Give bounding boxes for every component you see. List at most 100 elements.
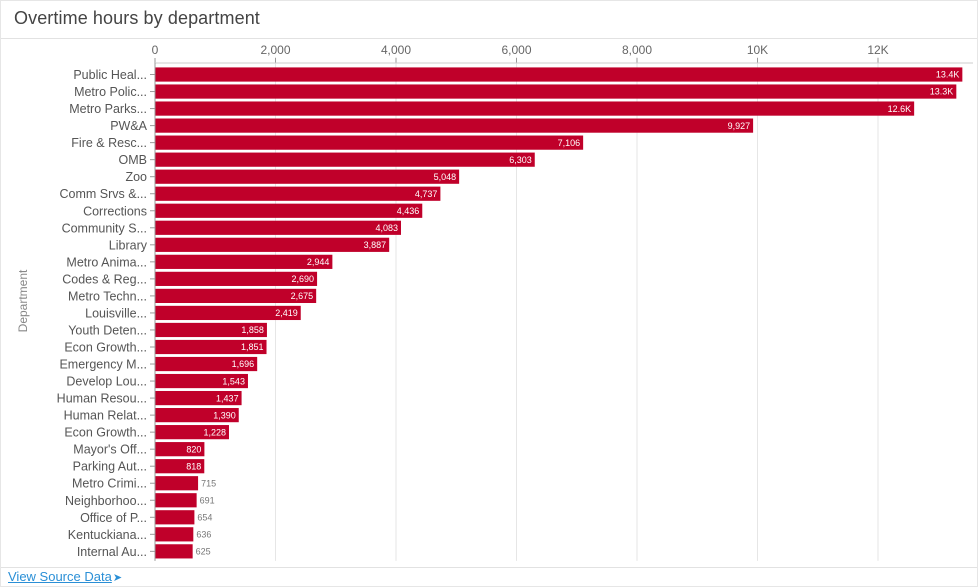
- bar-value-label: 2,944: [307, 257, 330, 267]
- y-axis-title: Department: [16, 269, 30, 332]
- bar-value-label: 2,419: [275, 308, 298, 318]
- category-label: Metro Anima...: [66, 255, 147, 269]
- bar-value-label: 12.6K: [888, 104, 912, 114]
- bar-value-label: 654: [197, 512, 212, 522]
- category-label: Parking Aut...: [73, 460, 147, 474]
- bar-value-label: 4,436: [397, 206, 420, 216]
- bar: [155, 186, 441, 201]
- x-tick-label: 6,000: [501, 43, 531, 57]
- x-tick-label: 12K: [867, 43, 888, 57]
- bar-value-label: 4,737: [415, 189, 438, 199]
- category-label: Comm Srvs &...: [59, 187, 147, 201]
- bar-value-label: 5,048: [434, 172, 457, 182]
- x-tick-label: 10K: [747, 43, 768, 57]
- bar: [155, 373, 248, 389]
- chart-title: Overtime hours by department: [14, 8, 260, 28]
- bar: [155, 527, 194, 542]
- bar-value-label: 2,690: [292, 274, 315, 284]
- bar-value-label: 7,106: [558, 138, 581, 148]
- bar-value-label: 13.4K: [936, 70, 960, 80]
- bar-value-label: 13.3K: [930, 87, 954, 97]
- arrow-right-icon: ➤: [112, 572, 123, 584]
- x-axis: 0 2,000 4,000 6,000 8,000 10K 12K: [152, 43, 973, 64]
- bar: [155, 169, 460, 184]
- category-label: Econ Growth...: [64, 426, 147, 440]
- bar: [155, 425, 229, 440]
- bar: [155, 390, 242, 406]
- bar-value-label: 3,887: [364, 240, 387, 250]
- category-label: Emergency M...: [59, 358, 147, 372]
- bar-value-label: 9,927: [728, 121, 751, 131]
- category-label: Fire & Resc...: [71, 136, 147, 150]
- bar: [155, 118, 754, 133]
- bar: [155, 152, 535, 167]
- bar-value-label: 1,437: [216, 393, 239, 403]
- bar: [155, 220, 402, 235]
- bar-value-label: 1,696: [232, 359, 255, 369]
- bar-value-label: 1,858: [241, 325, 264, 335]
- x-tick-label: 2,000: [260, 43, 290, 57]
- category-label: OMB: [119, 153, 147, 167]
- bar: [155, 442, 205, 457]
- title-divider: [1, 38, 977, 39]
- bar: [155, 476, 199, 491]
- bar-value-label: 4,083: [375, 223, 398, 233]
- bar: [155, 288, 317, 304]
- bar: [155, 544, 193, 559]
- category-label: Office of P...: [80, 511, 147, 525]
- bar-value-label: 715: [201, 478, 216, 488]
- category-label: Library: [109, 238, 148, 252]
- category-label: Develop Lou...: [66, 375, 147, 389]
- category-label: Youth Deten...: [68, 323, 147, 337]
- category-label: Zoo: [125, 170, 147, 184]
- bar-value-label: 6,303: [509, 155, 532, 165]
- bar-value-label: 636: [196, 530, 211, 540]
- bar-value-label: 1,543: [222, 376, 245, 386]
- bar-value-label: 1,390: [213, 410, 236, 420]
- category-label: Public Heal...: [73, 68, 147, 82]
- category-label: Kentuckiana...: [68, 528, 147, 542]
- category-label: Human Resou...: [57, 392, 147, 406]
- x-tick-label: 8,000: [622, 43, 652, 57]
- y-axis: Department Public Heal... Metro Polic... M…: [16, 63, 156, 561]
- view-source-data-link[interactable]: View Source Data➤: [8, 569, 122, 584]
- bar: [155, 356, 258, 372]
- category-label: Metro Polic...: [74, 85, 147, 99]
- bar-value-label: 625: [196, 547, 211, 557]
- bar-value-label: 1,851: [241, 342, 264, 352]
- x-tick-label: 0: [152, 43, 159, 57]
- bar: [155, 339, 267, 355]
- bar: [155, 84, 957, 99]
- bar: [155, 237, 390, 252]
- bar: [155, 493, 197, 508]
- category-label: Metro Crimi...: [72, 477, 147, 491]
- footer-divider: [1, 567, 977, 568]
- category-label: Corrections: [83, 204, 147, 218]
- category-label: Human Relat...: [64, 409, 147, 423]
- bar-value-label: 820: [186, 444, 201, 454]
- category-label: Community S...: [62, 221, 147, 235]
- bar: [155, 271, 318, 286]
- bars: 13.4K 13.3K 12.6K 9,927 7,106 6,303 5,048 4,737…: [155, 67, 963, 559]
- category-label: Codes & Reg...: [62, 272, 147, 286]
- category-label: Neighborhoo...: [65, 494, 147, 508]
- bar: [155, 459, 205, 474]
- bar-value-label: 2,675: [291, 291, 314, 301]
- bar: [155, 254, 333, 269]
- bar-value-label: 1,228: [203, 427, 226, 437]
- category-label: Metro Parks...: [69, 102, 147, 116]
- bar: [155, 135, 584, 150]
- bar: [155, 408, 239, 423]
- bar: [155, 67, 963, 82]
- bar: [155, 101, 915, 116]
- bar: [155, 203, 423, 218]
- view-source-data-label: View Source Data: [8, 569, 112, 584]
- x-tick-label: 4,000: [381, 43, 411, 57]
- bar: [155, 510, 195, 525]
- category-label: Louisville...: [85, 306, 147, 320]
- bar: [155, 305, 301, 321]
- bar-chart: 0 2,000 4,000 6,000 8,000 10K 12K Department P…: [16, 43, 973, 561]
- category-label: PW&A: [110, 119, 147, 133]
- category-label: Metro Techn...: [68, 289, 147, 303]
